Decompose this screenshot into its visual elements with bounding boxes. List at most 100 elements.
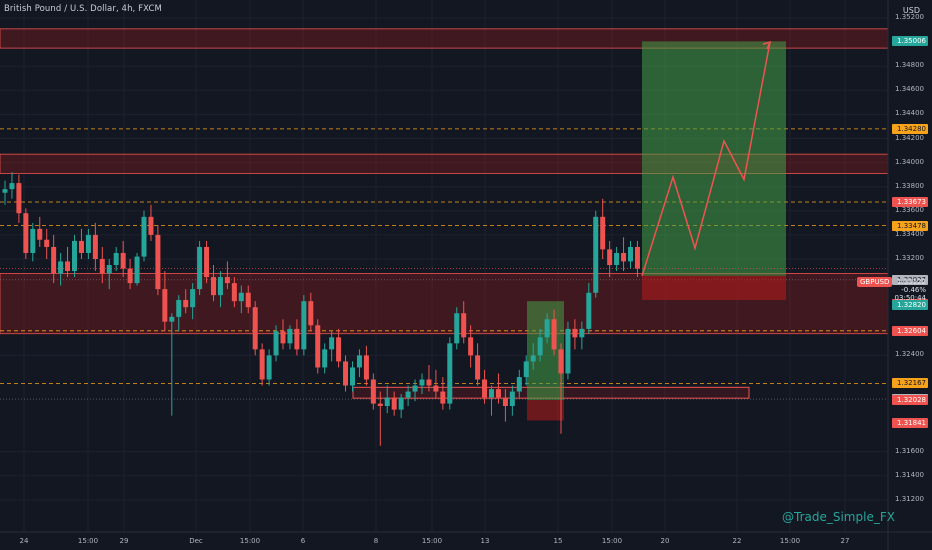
candle-body (252, 307, 258, 350)
candle-body (259, 349, 265, 380)
time-tick: 15:00 (421, 537, 443, 545)
candle-body (426, 379, 432, 386)
time-tick: 6 (300, 537, 306, 545)
watermark: @Trade_Simple_FX (782, 510, 895, 524)
candle-body (190, 289, 196, 308)
candle-body (447, 343, 453, 404)
candle-body (294, 328, 300, 350)
bar-countdown: 03:50:44 (894, 294, 926, 302)
time-tick: 20 (660, 537, 670, 545)
candle-body (516, 377, 522, 392)
candle-body (558, 349, 564, 374)
price-tick: 1.34600 (895, 85, 924, 94)
candle-body (287, 328, 293, 344)
candle-body (495, 389, 501, 398)
arrow-head (762, 40, 772, 50)
candle-body (433, 385, 439, 392)
price-tick: 1.33400 (895, 229, 924, 238)
position-profit-zone (642, 41, 786, 276)
candle-body (72, 240, 77, 272)
candle-body (155, 234, 161, 290)
candle-body (634, 246, 640, 269)
candle-body (461, 313, 467, 338)
candle-body (92, 234, 98, 259)
candle-body (405, 391, 411, 398)
candle-body (544, 319, 550, 338)
candle-body (384, 397, 390, 407)
candle-body (301, 301, 307, 350)
candle-body (475, 355, 481, 380)
candle-body (586, 292, 592, 329)
candle-body (579, 328, 585, 338)
price-tick: 1.31400 (895, 470, 924, 479)
candle-body (238, 292, 244, 302)
candle-body (468, 337, 474, 356)
candle-body (593, 216, 599, 293)
candle-body (370, 379, 376, 404)
candle-body (169, 316, 175, 322)
candle-body (502, 397, 508, 407)
candle-body (183, 299, 189, 308)
price-label: 1.34280 (892, 123, 928, 134)
candle-body (440, 391, 446, 404)
candle-body (343, 361, 349, 386)
price-change: -0.46% (901, 286, 926, 294)
time-tick: 13 (480, 537, 490, 545)
candle-body (614, 252, 620, 266)
time-tick: 24 (19, 537, 29, 545)
candle-body (65, 261, 71, 272)
candle-body (85, 234, 91, 253)
price-tick: 1.31200 (895, 495, 924, 503)
time-tick: 8 (373, 537, 379, 545)
candle-body (537, 337, 543, 356)
candle-body (565, 328, 571, 374)
candle-body (224, 277, 230, 284)
candle-body (2, 189, 8, 193)
candle-body (231, 283, 237, 302)
candle-body (398, 397, 404, 410)
time-tick: 15:00 (77, 537, 99, 545)
price-label: 1.32604 (892, 325, 928, 336)
candle-body (454, 313, 460, 344)
candle-body (127, 268, 133, 284)
price-label: 1.33673 (892, 197, 928, 207)
candle-body (51, 246, 57, 274)
candle-body (350, 367, 355, 386)
time-tick: 15:00 (601, 537, 623, 545)
candle-body (197, 246, 203, 290)
candle-body (211, 277, 216, 296)
candle-body (99, 259, 105, 274)
time-tick: 27 (840, 537, 850, 545)
projection-path (641, 41, 771, 277)
time-tick: 15:00 (239, 537, 261, 545)
price-tick: 1.35200 (895, 13, 924, 21)
candle-body (322, 349, 328, 368)
price-label: 1.33027 (892, 274, 928, 285)
price-tick: 1.33800 (895, 181, 924, 190)
candle-body (204, 246, 210, 278)
current-price: 1.33122 (897, 278, 926, 286)
candle-body (37, 228, 43, 240)
currency-label: USD (902, 6, 920, 15)
price-label: 1.32167 (892, 378, 928, 389)
position-profit-zone (527, 301, 564, 400)
candle-body (621, 252, 627, 262)
price-tick: 1.32400 (895, 350, 924, 359)
price-tick: 1.33200 (895, 254, 924, 262)
candle-body (30, 228, 36, 253)
price-label: 1.31841 (892, 417, 928, 428)
candle-body (266, 355, 272, 380)
candle-body (419, 379, 425, 386)
price-label: 1.32028 (892, 395, 928, 406)
price-label: 1.33478 (892, 220, 928, 231)
candle-body (530, 355, 536, 362)
position-loss-zone (642, 275, 786, 300)
price-tick: 1.34800 (895, 61, 924, 70)
candle-body (106, 265, 112, 274)
candle-body (572, 328, 578, 338)
candle-body (412, 385, 418, 392)
candle-body (245, 292, 251, 308)
candle-body (509, 391, 515, 407)
